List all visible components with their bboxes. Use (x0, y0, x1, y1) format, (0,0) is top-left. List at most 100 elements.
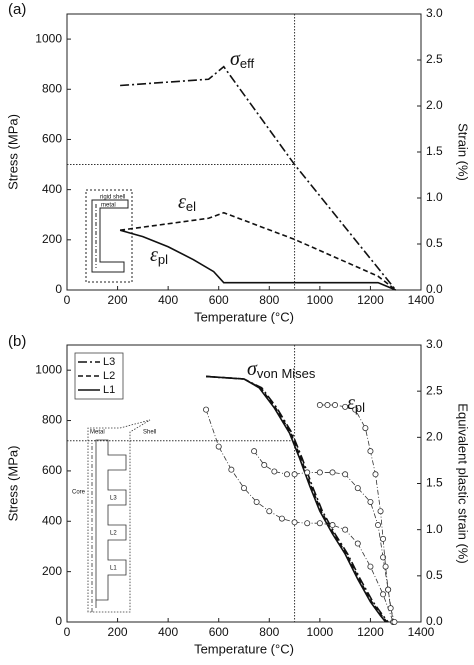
legend-label: L3 (103, 356, 115, 368)
y-axis-label: Stress (MPa) (5, 446, 20, 522)
series-line (253, 450, 394, 623)
annotation-subscript: pl (158, 252, 168, 267)
data-point (316, 469, 323, 476)
series-line (205, 409, 394, 623)
x-tick-label: 800 (259, 625, 279, 639)
data-point (380, 591, 387, 598)
data-point (385, 586, 392, 593)
inset-label: metal (101, 203, 116, 209)
y2-tick-label: 1.0 (426, 190, 443, 204)
data-point (354, 485, 361, 492)
series-line (319, 404, 395, 623)
data-point (291, 471, 298, 478)
y2-tick-label: 1.5 (426, 476, 443, 490)
x-tick-label: 0 (64, 625, 71, 639)
series-line (119, 229, 397, 291)
series-line (206, 375, 388, 623)
data-point (203, 406, 210, 413)
x-tick-label: 1000 (307, 625, 334, 639)
data-point (354, 540, 361, 547)
data-point (304, 520, 311, 527)
annotation-symbol: σ (247, 358, 258, 380)
data-point (304, 469, 311, 476)
y-tick-label: 600 (42, 463, 62, 477)
data-point (380, 535, 387, 542)
annotation: σeff (230, 48, 254, 72)
data-point (332, 402, 339, 409)
y2-tick-label: 1.0 (426, 522, 443, 536)
y-tick-label: 400 (42, 513, 62, 527)
y2-tick-label: 2.5 (426, 52, 443, 66)
y2-tick-label: 0.5 (426, 236, 443, 250)
x-tick-label: 1200 (357, 293, 384, 307)
data-point (329, 469, 336, 476)
y-tick-label: 400 (42, 182, 62, 196)
y2-tick-label: 3.0 (426, 337, 443, 351)
x-tick-label: 0 (64, 293, 71, 307)
data-point (316, 402, 323, 409)
x-tick-label: 800 (259, 293, 279, 307)
y2-tick-label: 0.5 (426, 568, 443, 582)
series-line (120, 65, 397, 291)
data-point (391, 619, 398, 626)
x-tick-label: 1400 (408, 293, 435, 307)
x-tick-label: 1400 (408, 625, 435, 639)
y2-tick-label: 3.0 (426, 6, 443, 20)
x-tick-label: 600 (209, 625, 229, 639)
data-point (342, 471, 349, 478)
annotation: εel (178, 191, 196, 215)
data-point (387, 605, 394, 612)
x-tick-label: 1000 (307, 293, 334, 307)
data-point (352, 406, 359, 413)
data-point (380, 554, 387, 561)
plot-frame (66, 13, 422, 291)
series-line (206, 375, 387, 623)
y-axis-label: Stress (MPa) (5, 114, 20, 190)
y-tick-label: 1000 (35, 31, 62, 45)
annotation-symbol: σ (230, 48, 241, 70)
data-point (283, 471, 290, 478)
data-point (228, 466, 235, 473)
x-tick-label: 200 (108, 625, 128, 639)
data-point (253, 498, 260, 505)
y-tick-label: 800 (42, 81, 62, 95)
x-tick-label: 1200 (357, 625, 384, 639)
x-axis-label: Temperature (°C) (194, 309, 294, 324)
annotation: σvon Mises (247, 358, 316, 382)
y2-tick-label: 2.5 (426, 383, 443, 397)
data-point (251, 448, 258, 455)
data-point (375, 522, 382, 529)
annotation-subscript: el (186, 199, 196, 214)
data-point (266, 508, 273, 515)
y-tick-label: 1000 (35, 362, 62, 376)
inset-label: L1 (110, 566, 117, 572)
annotation-symbol: ε (347, 392, 355, 414)
inset-label: Shell (143, 430, 156, 436)
series-line (206, 375, 389, 623)
annotation-subscript: pl (355, 400, 365, 415)
y2-tick-label: 0.0 (426, 614, 443, 628)
data-point (316, 520, 323, 527)
x-tick-label: 400 (158, 625, 178, 639)
data-point (324, 402, 331, 409)
data-point (342, 526, 349, 533)
x-axis-label: Temperature (°C) (194, 641, 294, 656)
inset-label: Core (72, 490, 86, 496)
panel-label: (b) (8, 333, 26, 350)
data-point (271, 468, 278, 475)
y2-axis-label: Equivalent plastic strain (%) (456, 403, 471, 563)
inset-label: L3 (110, 496, 117, 502)
data-point (377, 508, 384, 515)
annotation-symbol: ε (178, 191, 186, 213)
series-line (119, 211, 397, 291)
data-point (291, 519, 298, 526)
annotation: εpl (347, 392, 365, 416)
inset-label: rigid shell (100, 195, 125, 201)
inset-diagram (87, 419, 151, 613)
y-tick-label: 600 (42, 132, 62, 146)
y2-tick-label: 1.5 (426, 144, 443, 158)
inset-label: Metal (90, 430, 105, 436)
data-point (342, 403, 349, 410)
data-point (372, 471, 379, 478)
